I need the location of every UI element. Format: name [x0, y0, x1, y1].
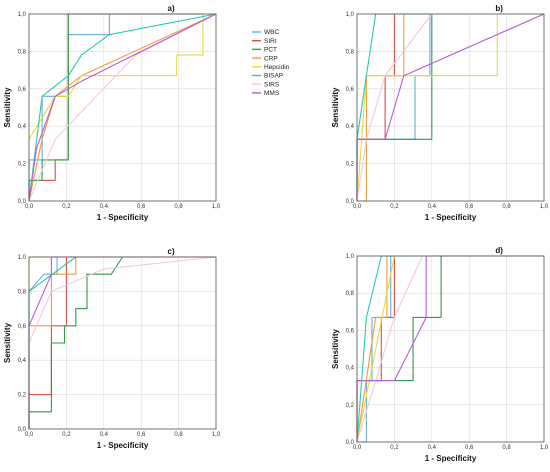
y-axis-title: Sensitivity: [331, 328, 340, 369]
y-tick-label: 0,8: [346, 49, 355, 55]
y-tick-label: 0,6: [18, 324, 27, 330]
legend-label-sirs: SIRS: [264, 81, 280, 88]
y-tick-label: 0,4: [346, 124, 355, 130]
series-line-siri: [356, 13, 544, 201]
legend-label-mms: MMS: [264, 90, 280, 97]
series-line-crp: [28, 13, 217, 202]
legend-label-wbc: WBC: [264, 29, 279, 36]
legend-label-hepcidin: Hepcidin: [264, 64, 290, 71]
series-line-wbc: [28, 13, 216, 201]
series-line-sirs: [28, 256, 217, 344]
y-tick-label: 0,8: [18, 49, 27, 55]
y-tick-label: 1,0: [346, 12, 355, 18]
series-line-siri: [28, 13, 216, 201]
x-tick-label: 0,4: [100, 204, 109, 210]
y-tick-label: 0,4: [18, 124, 27, 130]
x-tick-label: 1,0: [212, 204, 221, 210]
y-tick-label: 0,6: [346, 328, 355, 334]
y-tick-label: 0,0: [346, 440, 355, 446]
series-line-bisap: [28, 13, 217, 202]
x-tick-label: 1,0: [540, 204, 549, 210]
y-tick-label: 1,0: [18, 12, 27, 18]
legend-label-pct: PCT: [264, 47, 277, 54]
x-axis-title: 1 - Specificity: [425, 454, 477, 463]
x-tick-label: 0,8: [502, 204, 511, 210]
series-line-mms: [28, 13, 217, 202]
x-tick-label: 0,2: [390, 445, 399, 451]
panel-label: c): [168, 247, 175, 256]
plot-frame: [28, 13, 217, 202]
series-line-hepcidin: [28, 13, 216, 140]
x-tick-label: 0,4: [428, 204, 437, 210]
panel-label: d): [495, 246, 503, 255]
x-tick-label: 0,2: [62, 204, 71, 210]
legend-label-siri: SIRI: [264, 38, 277, 45]
y-tick-label: 0,8: [18, 289, 27, 295]
y-axis-title: Sensitivity: [3, 322, 12, 363]
x-tick-label: 0,2: [62, 432, 71, 438]
x-axis-title: 1 - Specificity: [425, 213, 477, 222]
roc-panel-1: 0,0 0,2 0,4 0,6 0,8 1,0 0,0 0,2 0,4 0,6 0,8 1,0 1 - …: [3, 4, 221, 222]
x-tick-label: 0,2: [390, 204, 399, 210]
legend-label-bisap: BISAP: [264, 73, 283, 80]
y-tick-label: 0,6: [346, 87, 355, 93]
roc-panel-4: 0,0 0,2 0,4 0,6 0,8 1,0 0,0 0,2 0,4 0,6 0,8 1,0 1 - …: [331, 246, 549, 463]
y-axis-title: Sensitivity: [3, 87, 12, 128]
y-tick-label: 0,4: [346, 366, 355, 372]
panel-label: a): [168, 4, 175, 13]
y-tick-label: 0,0: [18, 427, 27, 433]
x-tick-label: 0,6: [465, 445, 474, 451]
x-tick-label: 0,4: [428, 445, 437, 451]
x-tick-label: 0,0: [353, 445, 362, 451]
y-tick-label: 0,0: [346, 199, 355, 205]
x-tick-label: 0,6: [465, 204, 474, 210]
x-tick-label: 0,8: [174, 432, 183, 438]
y-tick-label: 1,0: [346, 254, 355, 260]
roc-panel-3: 0,0 0,2 0,4 0,6 0,8 1,0 0,0 0,2 0,4 0,6 0,8 1,0 1 - …: [3, 247, 221, 450]
y-tick-label: 0,2: [346, 162, 355, 168]
x-tick-label: 0,0: [25, 204, 34, 210]
x-tick-label: 0,8: [502, 445, 511, 451]
x-tick-label: 0,6: [137, 204, 146, 210]
panel-label: b): [495, 4, 503, 13]
y-tick-label: 0,8: [346, 291, 355, 297]
series-line-sirs: [356, 255, 544, 443]
series-line-pct: [28, 256, 216, 429]
x-tick-label: 1,0: [212, 432, 221, 438]
y-tick-label: 0,2: [18, 393, 27, 399]
x-tick-label: 0,8: [174, 204, 183, 210]
x-tick-label: 0,0: [25, 432, 34, 438]
series-line-pct: [28, 13, 216, 201]
y-axis-title: Sensitivity: [331, 87, 340, 128]
x-tick-label: 0,4: [100, 432, 109, 438]
plot-frame: [356, 255, 545, 443]
x-tick-label: 0,6: [137, 432, 146, 438]
x-tick-label: 1,0: [540, 445, 549, 451]
y-tick-label: 0,2: [18, 162, 27, 168]
series-line-sirs: [28, 13, 217, 202]
y-tick-label: 1,0: [18, 255, 27, 261]
x-axis-title: 1 - Specificity: [97, 441, 149, 450]
y-tick-label: 0,4: [18, 358, 27, 364]
series-line-wbc: [357, 255, 544, 443]
plot-frame: [28, 256, 217, 430]
roc-panel-2: 0,0 0,2 0,4 0,6 0,8 1,0 0,0 0,2 0,4 0,6 0,8 1,0 1 - …: [331, 4, 549, 222]
legend-label-crp: CRP: [264, 55, 278, 62]
plot-frame: [356, 13, 545, 202]
y-tick-label: 0,6: [18, 87, 27, 93]
y-tick-label: 0,2: [346, 403, 355, 409]
y-tick-label: 0,0: [18, 199, 27, 205]
x-axis-title: 1 - Specificity: [97, 213, 149, 222]
x-tick-label: 0,0: [353, 204, 362, 210]
